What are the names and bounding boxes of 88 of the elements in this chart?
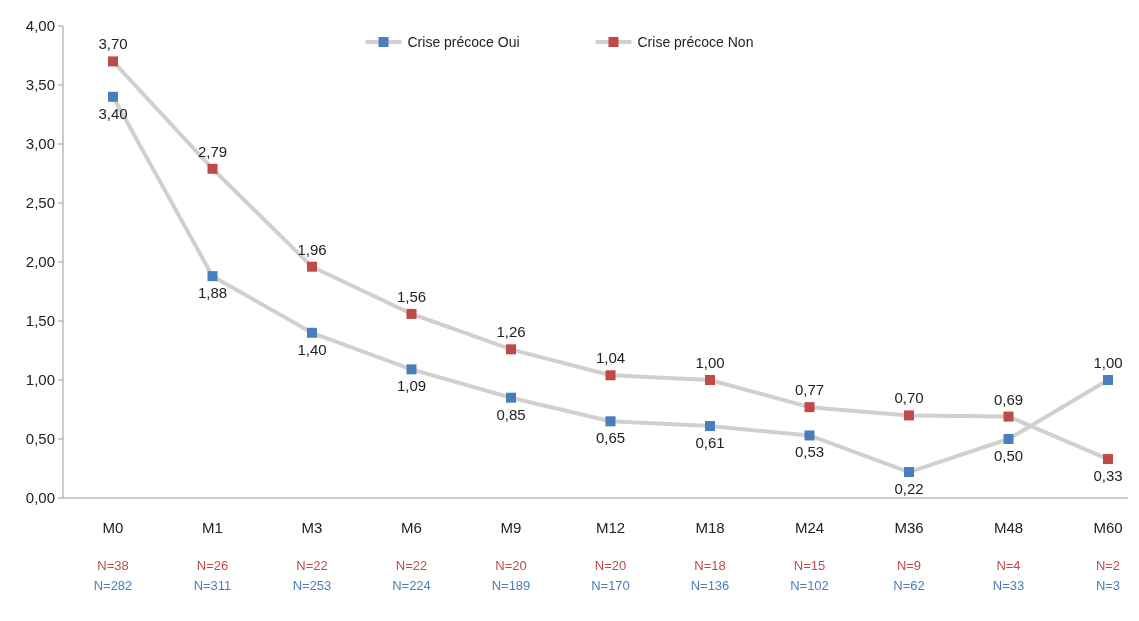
y-tick-label: 2,50 [25, 194, 55, 211]
text: N=22 [296, 558, 328, 573]
data-label: 3,70 [98, 35, 128, 53]
x-tick-label: M48 [993, 519, 1024, 536]
x-tick-label: M9 [500, 519, 522, 536]
text: N=33 [992, 578, 1025, 593]
text: N=170 [591, 578, 630, 593]
x-tick-label: M24 [794, 519, 825, 536]
y-tick-label: 4,00 [25, 17, 55, 34]
text: N=2 [1095, 558, 1121, 573]
point [705, 421, 715, 432]
point [506, 392, 516, 403]
point [605, 370, 616, 381]
data-label: 1,40 [297, 340, 327, 358]
y-tick-label: 0,00 [25, 489, 55, 506]
data-label: 1,26 [496, 323, 526, 341]
text: N=20 [594, 558, 627, 573]
text: N=102 [790, 578, 829, 593]
y-tick-label: 2,00 [25, 253, 55, 270]
text: N=224 [392, 578, 431, 593]
data-label: 0,69 [993, 390, 1024, 408]
point [904, 467, 914, 478]
point [506, 344, 516, 355]
x-tick-label: M18 [695, 519, 725, 536]
data-label: 0,61 [695, 434, 725, 452]
data-label: 0,65 [595, 429, 626, 447]
point [705, 375, 715, 385]
data-label: 1,00 [695, 354, 725, 371]
y-tick-label: 1,50 [25, 312, 55, 329]
point [804, 402, 815, 413]
y-tick-label: 0,50 [25, 430, 55, 447]
data-label: 0,22 [894, 480, 924, 498]
text: N=136 [690, 578, 730, 593]
data-label: 1,00 [1093, 354, 1123, 371]
point [307, 327, 317, 338]
data-label: 0,77 [794, 381, 825, 399]
point [1003, 411, 1014, 422]
x-tick-label: M3 [301, 519, 323, 536]
data-label: 0,70 [894, 389, 924, 407]
data-label: 1,88 [197, 284, 228, 302]
text: N=4 [996, 558, 1021, 573]
data-label: 1,04 [595, 349, 626, 367]
x-tick-label: M12 [595, 519, 626, 536]
text: N=311 [193, 578, 232, 593]
data-label: 0,50 [993, 447, 1024, 464]
text: N=9 [896, 558, 922, 573]
x-tick-label: M36 [894, 519, 924, 536]
point [406, 308, 417, 319]
point [207, 163, 218, 174]
point [1103, 375, 1113, 385]
text: N=253 [292, 578, 332, 593]
point [904, 410, 914, 421]
data-label: 3,40 [98, 104, 128, 122]
data-label: 1,09 [396, 377, 427, 395]
point [108, 56, 118, 67]
x-tick-label: M60 [1093, 519, 1123, 536]
text: N=20 [495, 558, 527, 573]
point [1003, 434, 1014, 444]
point [406, 364, 417, 375]
y-tick-label: 1,00 [25, 371, 55, 388]
text: N=189 [491, 578, 531, 593]
text: N=62 [893, 578, 925, 593]
point [804, 430, 815, 441]
point [307, 261, 317, 272]
text: N=22 [395, 558, 428, 573]
point [207, 271, 218, 282]
point [605, 416, 616, 427]
data-label: 0,85 [496, 405, 526, 423]
x-tick-label: M6 [401, 519, 422, 536]
data-label: 1,56 [396, 287, 427, 305]
text: N=26 [196, 558, 229, 573]
legend-label: Crise précoce Non [637, 34, 754, 50]
point [108, 91, 118, 102]
y-tick-label: 3,50 [25, 76, 55, 93]
text: N=18 [694, 558, 726, 573]
data-label: 0,53 [794, 443, 825, 461]
legend-label: Crise précoce Oui [407, 34, 520, 50]
x-tick-label: M1 [202, 519, 223, 536]
text: N=3 [1095, 578, 1121, 593]
point [1103, 454, 1113, 465]
data-label: 0,33 [1093, 467, 1123, 485]
text: N=15 [793, 558, 826, 573]
y-tick-label: 3,00 [25, 135, 55, 152]
data-label: 1,96 [297, 240, 327, 258]
text: N=282 [93, 578, 133, 593]
x-tick-label: M0 [102, 519, 124, 536]
text: N=38 [97, 558, 129, 573]
data-label: 2,79 [197, 142, 228, 160]
